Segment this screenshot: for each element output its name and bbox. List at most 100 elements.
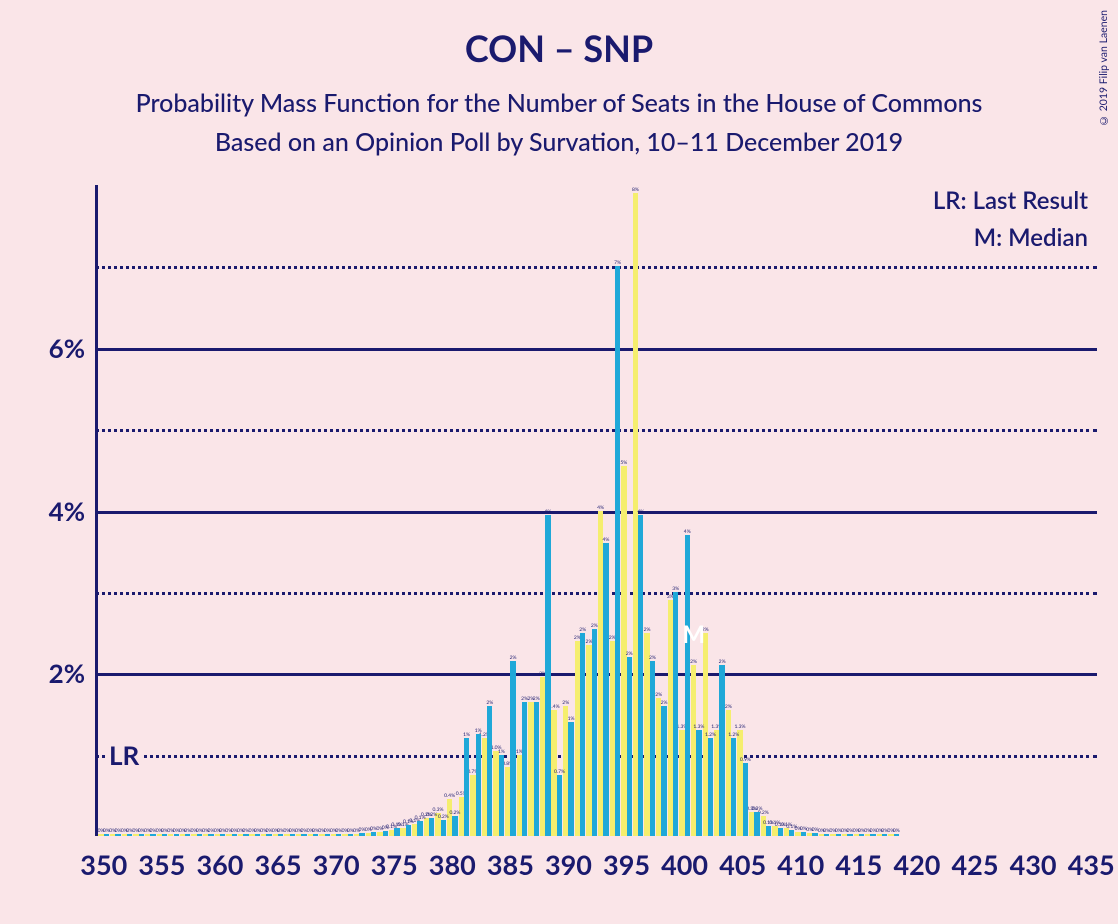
bar-value-label: 2% [661,700,668,706]
bar-series-b: 0.1% [417,821,422,836]
bar-series-b: 0% [870,834,875,836]
bar-series-b: 2% [510,661,515,836]
bar-series-b: 0% [847,834,852,836]
bar-value-label: 0% [800,826,807,832]
subtitle-line-2: Based on an Opinion Poll by Survation, 1… [215,127,903,157]
chart-subtitle: Probability Mass Function for the Number… [0,84,1118,162]
bar-series-b: 0% [301,834,306,836]
x-axis-label: 430 [1010,848,1057,881]
bar-value-label: 2% [725,704,732,710]
bar-value-label: 2% [510,655,517,661]
bar-value-label: 4% [597,505,604,511]
bar-series-b: 1.2% [731,738,736,836]
bar-series-b: 0% [197,834,202,836]
bar-value-label: 0% [254,828,261,834]
bar-series-b: 2% [534,702,539,836]
bar-series-b: 0% [139,834,144,836]
x-axis-label: 350 [80,848,127,881]
bar-series-b: 1.3% [696,730,701,836]
bar-series-b: 0.2% [441,820,446,836]
bar-series-b: 0% [104,834,109,836]
bar-value-label: 0% [823,828,830,834]
bar-value-label: 0% [266,828,273,834]
bar-value-label: 0% [196,828,203,834]
bar-series-b: 0% [836,834,841,836]
bar-value-label: 0.4% [444,793,455,799]
bar-value-label: 0% [138,828,145,834]
bar-value-label: 0.1% [763,820,774,826]
chart-plot-area: 2%4%6%LR 0%0%0%0%0%0%0%0%0%0%0%0%0%0%0%0… [95,185,1097,836]
x-axis-label: 355 [138,848,185,881]
bar-value-label: 4% [602,537,609,543]
bar-value-label: 2% [655,692,662,698]
bar-value-label: 0% [103,828,110,834]
bar-value-label: 4% [544,509,551,515]
bar-value-label: 2% [644,627,651,633]
subtitle-line-1: Probability Mass Function for the Number… [136,88,983,118]
bar-series-b: 0% [185,834,190,836]
x-axis-label: 360 [196,848,243,881]
bar-series-b: 3% [673,592,678,836]
bar-series-b: 0% [127,834,132,836]
bar-value-label: 0% [149,828,156,834]
bar-series-b: 2% [522,702,527,836]
bar-value-label: 1% [498,749,505,755]
bar-value-label: 0% [893,828,900,834]
bar-value-label: 0% [277,828,284,834]
bar-value-label: 4% [637,509,644,515]
bar-series-b: 4% [545,515,550,836]
chart-title: CON – SNP [0,0,1118,70]
bar-value-label: 0% [161,828,168,834]
y-axis-label: 4% [49,495,85,527]
bar-series-b: 2% [719,665,724,836]
bar-value-label: 2% [486,700,493,706]
bar-value-label: 5% [620,460,627,466]
bar-value-label: 0% [359,827,366,833]
x-axis-label: 425 [952,848,999,881]
bar-series-b: 0% [220,834,225,836]
bar-series-b: 2% [487,706,492,836]
bar-value-label: 0% [812,827,819,833]
bar-series-b: 0% [174,834,179,836]
bar-value-label: 0.1% [415,815,426,821]
bar-series-b: 0.7% [557,775,562,836]
bar-value-label: 0% [835,828,842,834]
bar-series-b: 1% [476,734,481,836]
bar-series-b: 0% [313,834,318,836]
x-axis-label: 405 [719,848,766,881]
bar-series-b: 0.1% [789,830,794,837]
bar-value-label: 0% [208,828,215,834]
bar-series-b: 1.2% [708,738,713,836]
bar-value-label: 4% [684,529,691,535]
bar-value-label: 1.2% [728,732,739,738]
bar-series-b: 0.9% [743,763,748,836]
bar-value-label: 0% [324,828,331,834]
bar-series-b: 0% [150,834,155,836]
bar-value-label: 2% [579,627,586,633]
bar-series-b: 0% [162,834,167,836]
bar-series-b: 0.2% [429,818,434,836]
bar-value-label: 0% [846,828,853,834]
x-axis-label: 395 [603,848,650,881]
bar-value-label: 0% [115,828,122,834]
bar-value-label: 0% [126,828,133,834]
bar-value-label: 0% [370,826,377,832]
bar-value-label: 1% [568,716,575,722]
x-axis-label: 370 [313,848,360,881]
bar-value-label: 2% [521,696,528,702]
bar-value-label: 0.3% [751,806,762,812]
bar-value-label: 8% [632,187,639,193]
x-axis-label: 415 [835,848,882,881]
bar-value-label: 1.3% [735,724,746,730]
bar-value-label: 2% [562,700,569,706]
x-axis-label: 380 [429,848,476,881]
bar-value-label: 2% [591,623,598,629]
bar-series-b: 2% [580,633,585,836]
bar-series-b: 2% [661,706,666,836]
bar-series-b: 0% [208,834,213,836]
bar-value-label: 2% [690,659,697,665]
bar-series-b: 0% [894,834,899,836]
x-axis-label: 420 [893,848,940,881]
bar-value-label: 0.1% [391,822,402,828]
bar-series-b: 0.1% [406,825,411,836]
